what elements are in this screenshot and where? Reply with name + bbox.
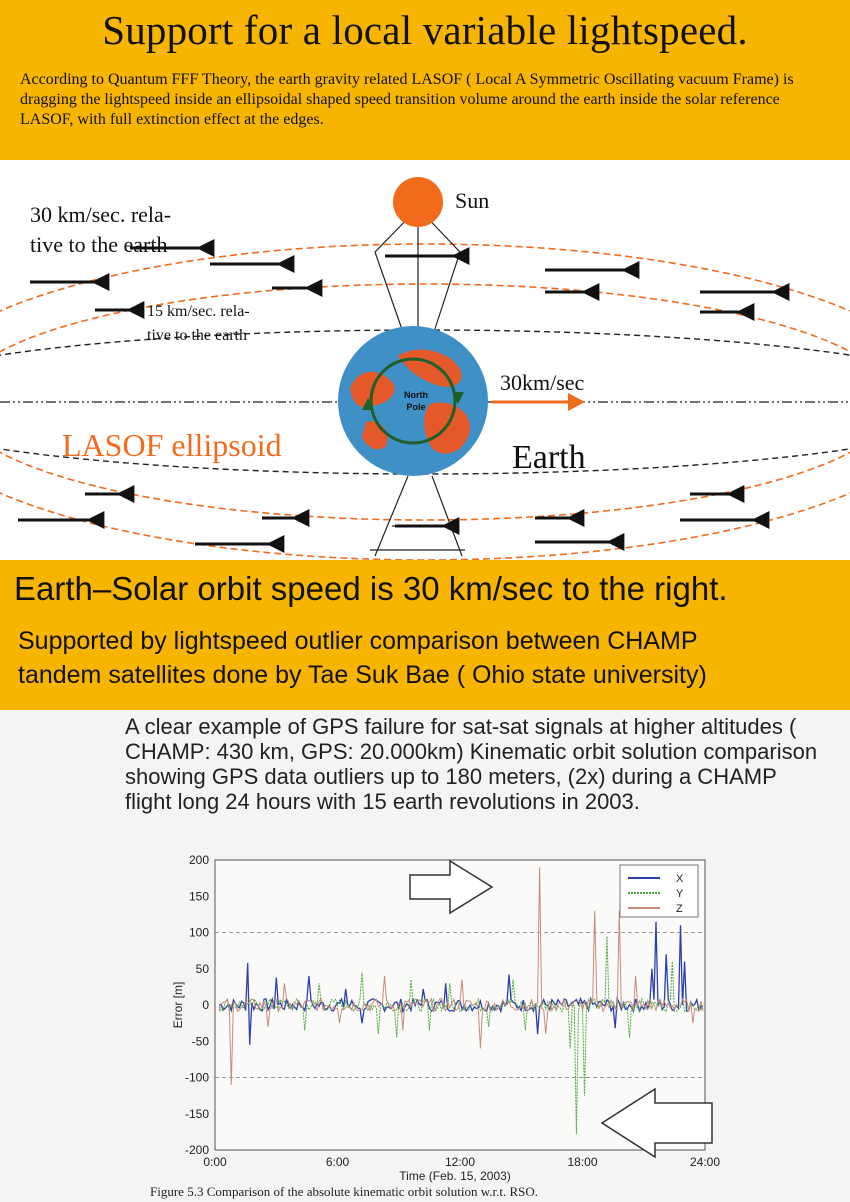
sun-disc <box>393 177 443 227</box>
sun-label: Sun <box>455 188 489 213</box>
outlier-pointer-arrow-top <box>409 859 494 915</box>
top-velocity-arrows <box>30 239 790 321</box>
inner-speed-label-line2: tive to the earth <box>147 327 247 344</box>
y-axis-label: Error [m] <box>171 982 185 1029</box>
bottom-velocity-arrows <box>18 485 770 553</box>
conclusion-banner <box>0 560 850 710</box>
support-line-2: tandem satellites done by Tae Suk Bae ( … <box>18 661 707 689</box>
x-tick-label: 12:00 <box>445 1155 475 1169</box>
lasof-diagram-svg: Sun 30 km/sec. rela- tive to the earth 1… <box>0 177 850 561</box>
x-tick-label: 24:00 <box>690 1155 720 1169</box>
y-tick-label: 100 <box>189 926 209 940</box>
y-tick-label: -50 <box>192 1034 210 1048</box>
legend-label: X <box>676 873 684 885</box>
figure-caption: Figure 5.3 Comparison of the absolute ki… <box>150 1184 539 1199</box>
lasof-diagram: Sun 30 km/sec. rela- tive to the earth 1… <box>0 160 850 561</box>
legend-box <box>619 864 699 918</box>
orbit-speed-label: 30km/sec <box>500 370 585 395</box>
y-tick-label: 150 <box>189 889 209 903</box>
middle-lasof-ellipse <box>0 283 850 521</box>
y-tick-label: -100 <box>185 1071 209 1085</box>
series-line-Z <box>218 867 704 1085</box>
x-tick-label: 18:00 <box>567 1155 597 1169</box>
header-banner <box>0 0 850 160</box>
gps-failure-description: A clear example of GPS failure for sat-s… <box>125 714 818 814</box>
earth-rotation-arrow <box>369 357 457 445</box>
rotation-arrowhead-1 <box>452 392 464 404</box>
y-tick-label: -200 <box>185 1143 209 1157</box>
outer-speed-label-line1: 30 km/sec. rela- <box>30 202 171 227</box>
outer-speed-label-line2: tive to the earth <box>30 232 167 257</box>
y-tick-label: 0 <box>202 998 209 1012</box>
legend-label: Z <box>676 903 683 915</box>
legend-label: Y <box>676 888 684 900</box>
lasof-ellipsoid-label: LASOF ellipsoid <box>62 427 282 463</box>
chart-legend: XYZ <box>619 864 699 918</box>
north-pole-label-line2: Pole <box>406 402 425 412</box>
orbit-speed-statement: Earth–Solar orbit speed is 30 km/sec to … <box>14 570 728 607</box>
earth-label: Earth <box>512 439 586 476</box>
x-axis-label: Time (Feb. 15, 2003) <box>399 1169 511 1183</box>
rotation-arrowhead-2 <box>362 398 374 410</box>
x-tick-label: 0:00 <box>203 1155 227 1169</box>
north-pole-label-line1: North <box>404 390 428 400</box>
y-tick-label: 200 <box>189 853 209 867</box>
outlier-pointer-arrow-bottom <box>600 1087 713 1159</box>
lower-transition-cone <box>370 475 465 557</box>
chart-series <box>218 867 704 1135</box>
support-statement: Supported by lightspeed outlier comparis… <box>18 624 707 692</box>
y-tick-label: 50 <box>196 962 210 976</box>
intro-text: According to Quantum FFF Theory, the ear… <box>20 71 794 128</box>
earth-globe: North Pole <box>338 326 488 476</box>
y-tick-label: -150 <box>185 1107 209 1121</box>
inner-speed-label-line1: 15 km/sec. rela- <box>147 303 250 320</box>
page-title: Support for a local variable lightspeed. <box>102 7 748 53</box>
orbit-velocity-arrowhead <box>568 393 585 411</box>
x-tick-label: 6:00 <box>326 1155 350 1169</box>
support-line-1: Supported by lightspeed outlier comparis… <box>18 627 698 655</box>
